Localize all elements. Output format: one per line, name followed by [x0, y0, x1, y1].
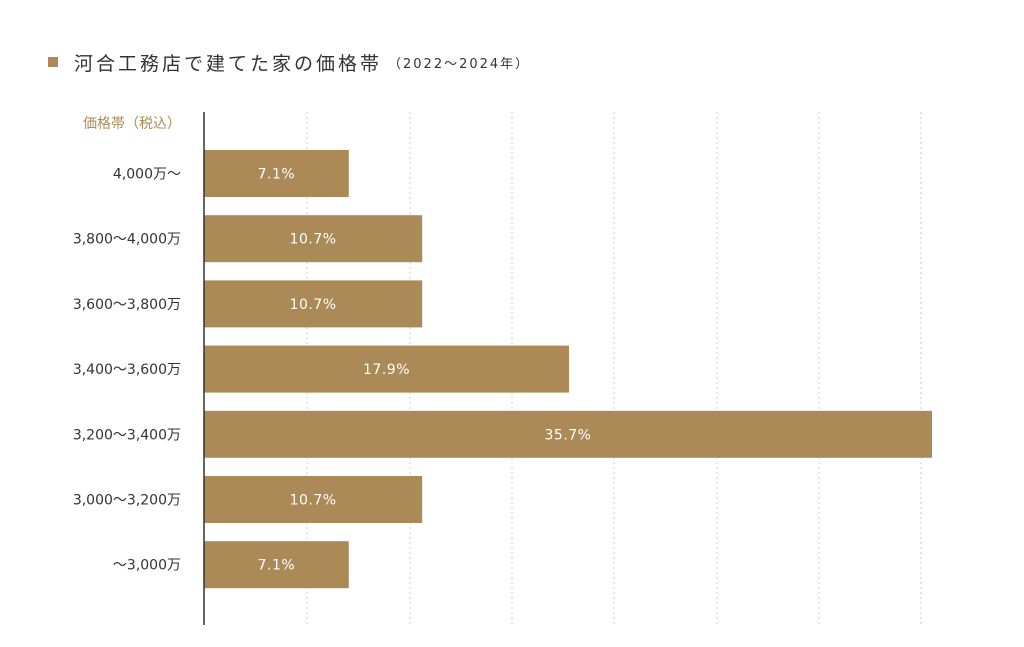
bar: [204, 150, 349, 197]
category-label: 3,800～4,000万: [73, 232, 181, 248]
bar-value-label: 7.1%: [258, 558, 296, 574]
category-label: ～3,000万: [113, 558, 181, 574]
chart-subtitle: （2022～2024年）: [388, 56, 531, 72]
chart-title: 河合工務店で建てた家の価格帯: [74, 52, 383, 75]
bar: [204, 541, 349, 589]
bar-value-label: 7.1%: [258, 167, 296, 183]
category-label: 4,000万～: [113, 167, 181, 183]
category-label: 3,400～3,600万: [73, 362, 181, 378]
bar: [204, 476, 423, 523]
title-square-marker: [48, 57, 58, 67]
bar: [204, 215, 423, 263]
bar-value-label: 35.7%: [545, 427, 592, 443]
bar: [204, 280, 423, 328]
category-label: 3,000～3,200万: [73, 493, 181, 509]
bars: [204, 150, 932, 589]
chart-title-row: 河合工務店で建てた家の価格帯 （2022～2024年）: [48, 48, 530, 76]
labels: 7.1% 4,000万～ 10.7% 3,800～4,000万 10.7% 3,600～3…: [73, 167, 592, 574]
y-axis-title: 価格帯（税込）: [83, 116, 181, 132]
bar-value-label: 10.7%: [290, 297, 337, 313]
category-label: 3,200～3,400万: [73, 427, 181, 443]
category-label: 3,600～3,800万: [73, 297, 181, 313]
bar: [204, 410, 932, 458]
bar-value-label: 10.7%: [290, 493, 337, 509]
bar-value-label: 17.9%: [363, 362, 410, 378]
bar: [204, 345, 570, 393]
bar-value-label: 10.7%: [290, 232, 337, 248]
